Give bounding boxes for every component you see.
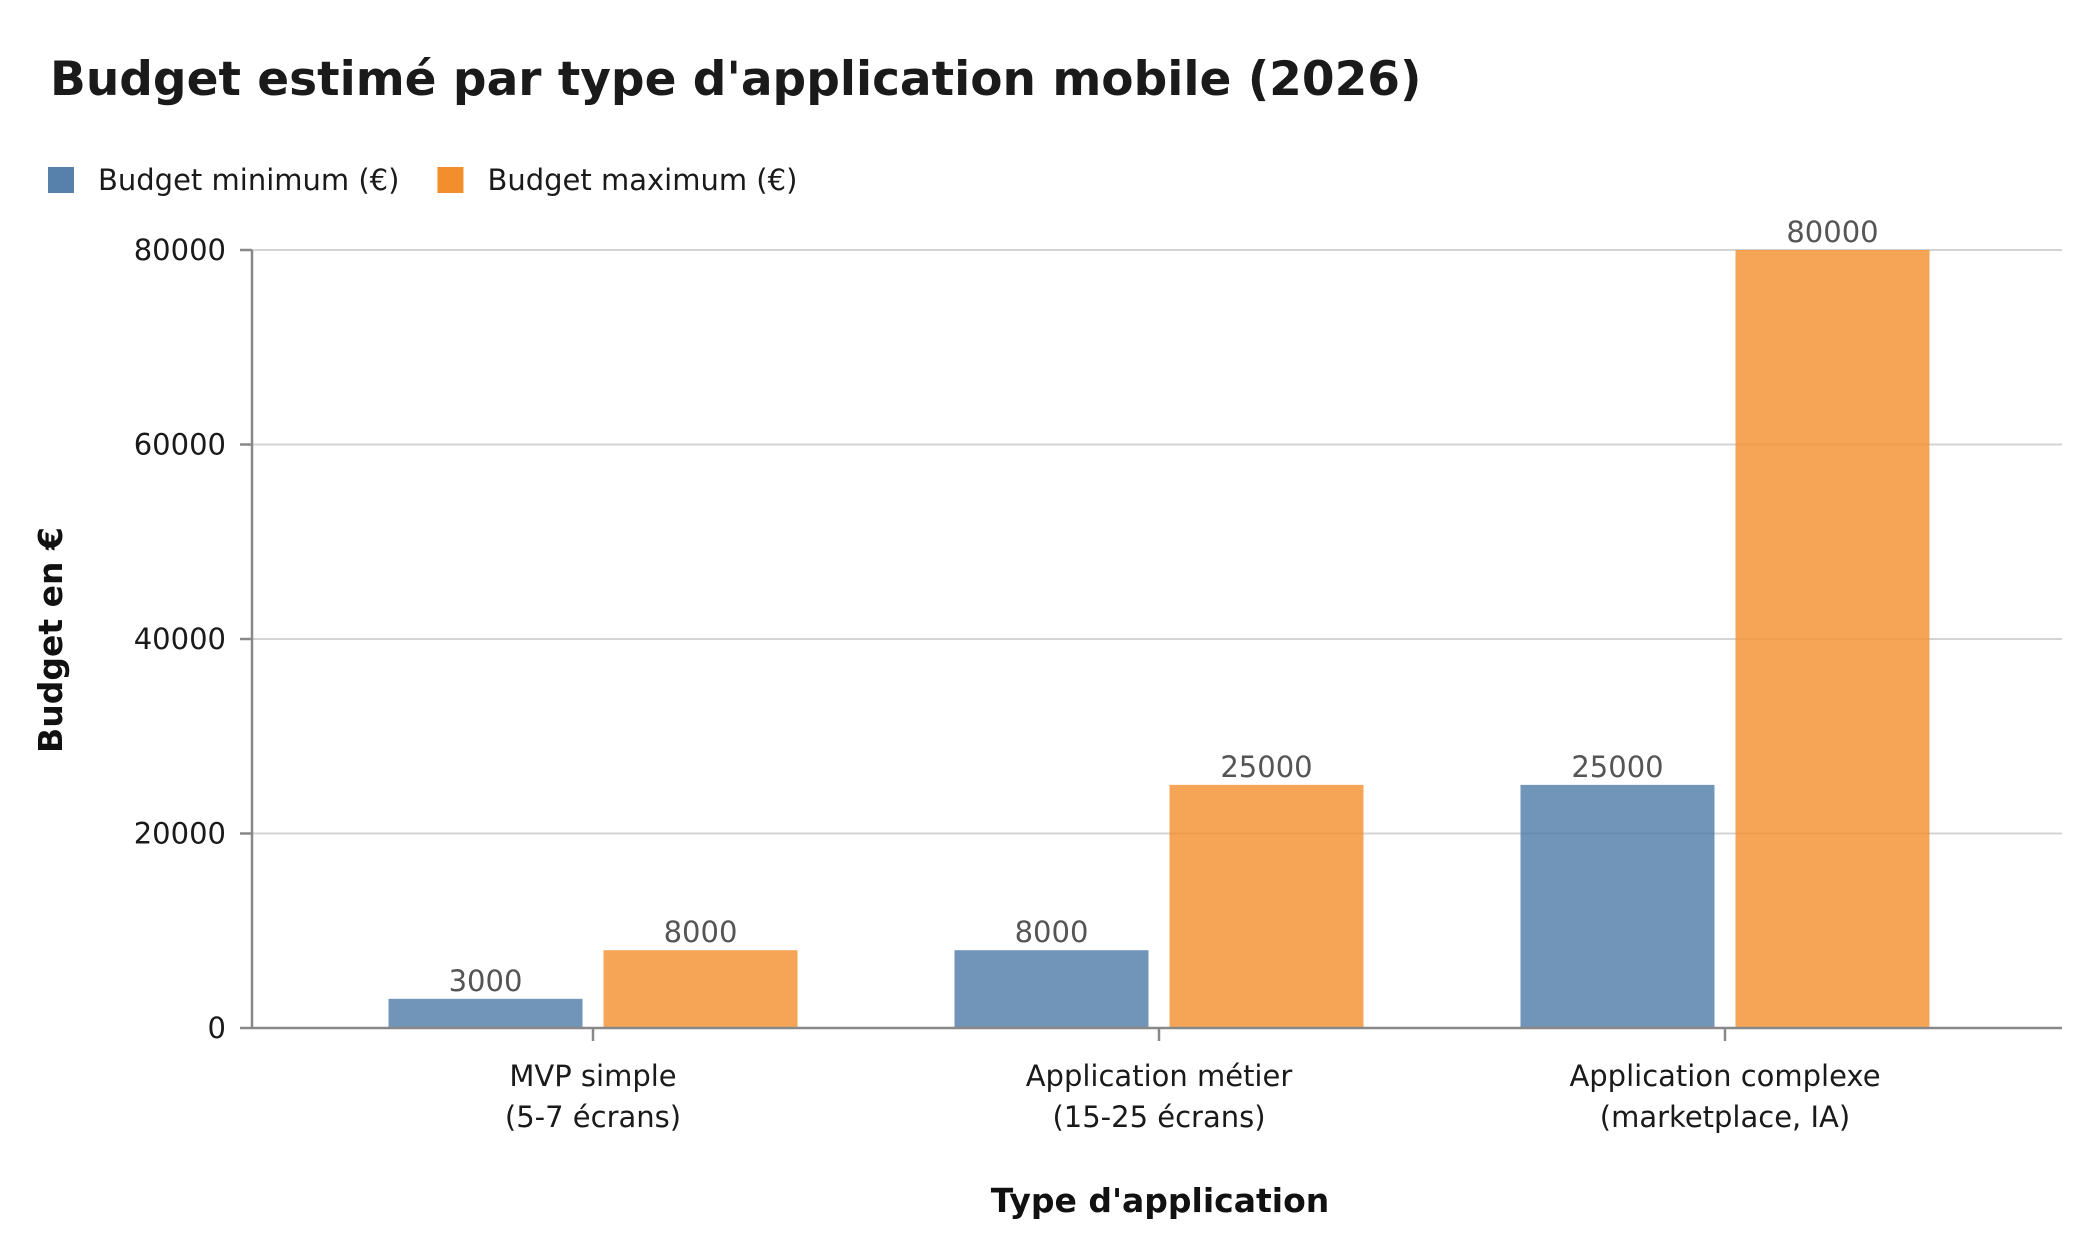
x-tick-label: (marketplace, IA) (1600, 1100, 1850, 1134)
bars (388, 250, 1930, 1028)
y-tick-label: 0 (208, 1011, 226, 1045)
y-tick-label: 20000 (134, 817, 226, 851)
bar-max (1169, 784, 1364, 1028)
bar-min (388, 998, 583, 1028)
x-tick-label: Application métier (1026, 1059, 1293, 1093)
y-axis-ticks: 0 20000 40000 60000 80000 (134, 233, 252, 1045)
chart-title: Budget estimé par type d'application mob… (50, 52, 1421, 107)
data-labels: 3000 8000 8000 25000 25000 80000 (449, 215, 1879, 998)
y-tick-label: 40000 (134, 622, 226, 656)
legend-label: Budget minimum (€) (98, 163, 399, 197)
x-tick-label: MVP simple (509, 1059, 676, 1093)
y-tick-label: 80000 (134, 233, 226, 267)
bar-max (1735, 250, 1930, 1028)
legend-swatch (437, 167, 464, 193)
x-axis-ticks: MVP simple (5-7 écrans) Application métier… (505, 1028, 1881, 1134)
data-label: 8000 (1015, 915, 1089, 949)
bar-max (603, 950, 798, 1028)
bar-min (1520, 784, 1715, 1028)
data-label: 25000 (1220, 750, 1312, 784)
y-axis-label: Budget en € (31, 527, 70, 753)
legend: Budget minimum (€) Budget maximum (€) (48, 163, 797, 197)
x-tick-label: (15-25 écrans) (1052, 1100, 1265, 1134)
x-tick-label: (5-7 écrans) (505, 1100, 681, 1134)
legend-label: Budget maximum (€) (487, 163, 797, 197)
data-label: 80000 (1786, 215, 1878, 249)
data-label: 25000 (1571, 750, 1663, 784)
bar-min (954, 950, 1149, 1028)
legend-swatch (48, 167, 74, 193)
y-tick-label: 60000 (134, 428, 226, 462)
data-label: 3000 (449, 964, 523, 998)
x-axis-label: Type d'application (991, 1181, 1330, 1220)
x-tick-label: Application complexe (1569, 1059, 1880, 1093)
data-label: 8000 (664, 915, 738, 949)
